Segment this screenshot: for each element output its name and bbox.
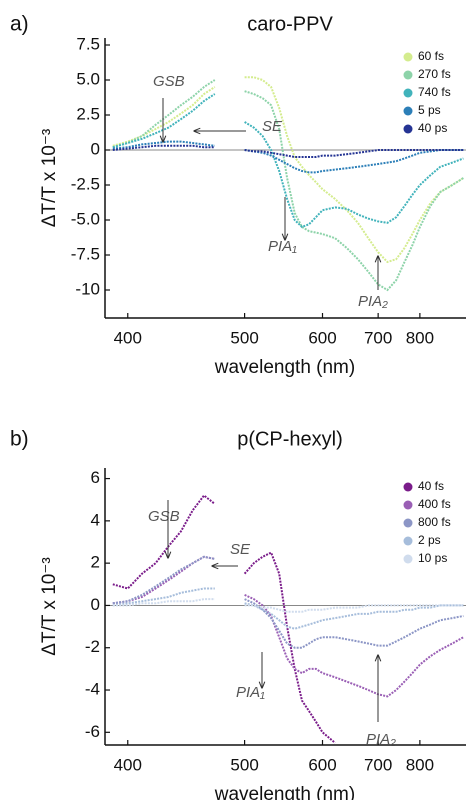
x-tick-label: 700	[364, 755, 392, 774]
series-line	[112, 494, 336, 744]
y-tick-label: 2	[91, 553, 100, 572]
annotation: GSB	[148, 508, 180, 525]
x-axis-label: wavelength (nm)	[214, 784, 355, 800]
annotation: PIA₂	[366, 731, 396, 748]
legend-label: 40 ps	[418, 121, 447, 135]
panel-label: a)	[10, 13, 29, 36]
legend-label: 60 fs	[418, 49, 444, 63]
y-tick-label: -10	[75, 279, 100, 298]
legend-swatch	[403, 52, 413, 62]
legend-swatch	[403, 536, 413, 546]
panel: a) caro-PPV wavelength (nm) ΔT/T x 10⁻³ 60 f…	[10, 13, 466, 378]
x-tick-label: 400	[114, 755, 142, 774]
legend-label: 2 ps	[418, 533, 441, 547]
annotation: SE	[262, 118, 283, 135]
legend-swatch	[403, 124, 413, 134]
x-tick-label: 400	[114, 328, 142, 347]
legend-swatch	[403, 518, 413, 528]
y-tick-label: 2.5	[76, 104, 100, 123]
legend-swatch	[403, 106, 413, 116]
annotation: PIA₁	[236, 684, 265, 701]
legend-label: 5 ps	[418, 103, 441, 117]
legend-swatch	[403, 70, 413, 80]
chart-title: caro-PPV	[247, 13, 333, 35]
annotation: GSB	[153, 73, 185, 90]
y-tick-label: 5.0	[76, 69, 100, 88]
y-tick-label: -2.5	[71, 174, 100, 193]
series-line	[112, 76, 464, 264]
annotation: SE	[230, 541, 251, 558]
plot-area	[112, 494, 464, 744]
plot-area	[112, 76, 464, 292]
y-tick-label: 7.5	[76, 34, 100, 53]
y-tick-label: -2	[85, 637, 100, 656]
series-line	[112, 144, 464, 158]
series-line	[112, 140, 464, 174]
x-tick-label: 800	[406, 328, 434, 347]
y-tick-label: -4	[85, 680, 100, 699]
x-tick-label: 500	[230, 328, 258, 347]
series-line	[112, 587, 464, 630]
annotation: PIA₂	[358, 293, 388, 310]
y-tick-label: -6	[85, 722, 100, 741]
chart-title: p(CP-hexyl)	[237, 428, 343, 450]
y-axis-label: ΔT/T x 10⁻³	[39, 557, 60, 655]
y-tick-label: 4	[91, 510, 100, 529]
y-tick-label: 0	[91, 139, 100, 158]
series-line	[112, 555, 464, 649]
x-tick-label: 600	[308, 328, 336, 347]
series-line	[112, 598, 464, 613]
legend-label: 10 ps	[418, 551, 447, 565]
legend-label: 270 fs	[418, 67, 451, 81]
y-tick-label: 6	[91, 468, 100, 487]
annotation: PIA₁	[268, 238, 297, 255]
x-tick-label: 500	[230, 755, 258, 774]
legend-label: 40 fs	[418, 479, 444, 493]
legend-label: 400 fs	[418, 497, 451, 511]
panel: b) p(CP-hexyl) wavelength (nm) ΔT/T x 10⁻³ 4…	[10, 428, 466, 800]
x-tick-label: 800	[406, 755, 434, 774]
panel-label: b)	[10, 428, 29, 451]
x-tick-label: 600	[308, 755, 336, 774]
y-tick-label: -7.5	[71, 244, 100, 263]
y-tick-label: 0	[91, 595, 100, 614]
legend-swatch	[403, 482, 413, 492]
y-tick-label: -5.0	[71, 209, 100, 228]
legend-swatch	[403, 500, 413, 510]
y-axis-label: ΔT/T x 10⁻³	[39, 129, 60, 227]
x-axis-label: wavelength (nm)	[214, 357, 355, 378]
legend-swatch	[403, 554, 413, 564]
legend-swatch	[403, 88, 413, 98]
legend-label: 740 fs	[418, 85, 451, 99]
legend-label: 800 fs	[418, 515, 451, 529]
x-tick-label: 700	[364, 328, 392, 347]
series-line	[112, 93, 464, 229]
